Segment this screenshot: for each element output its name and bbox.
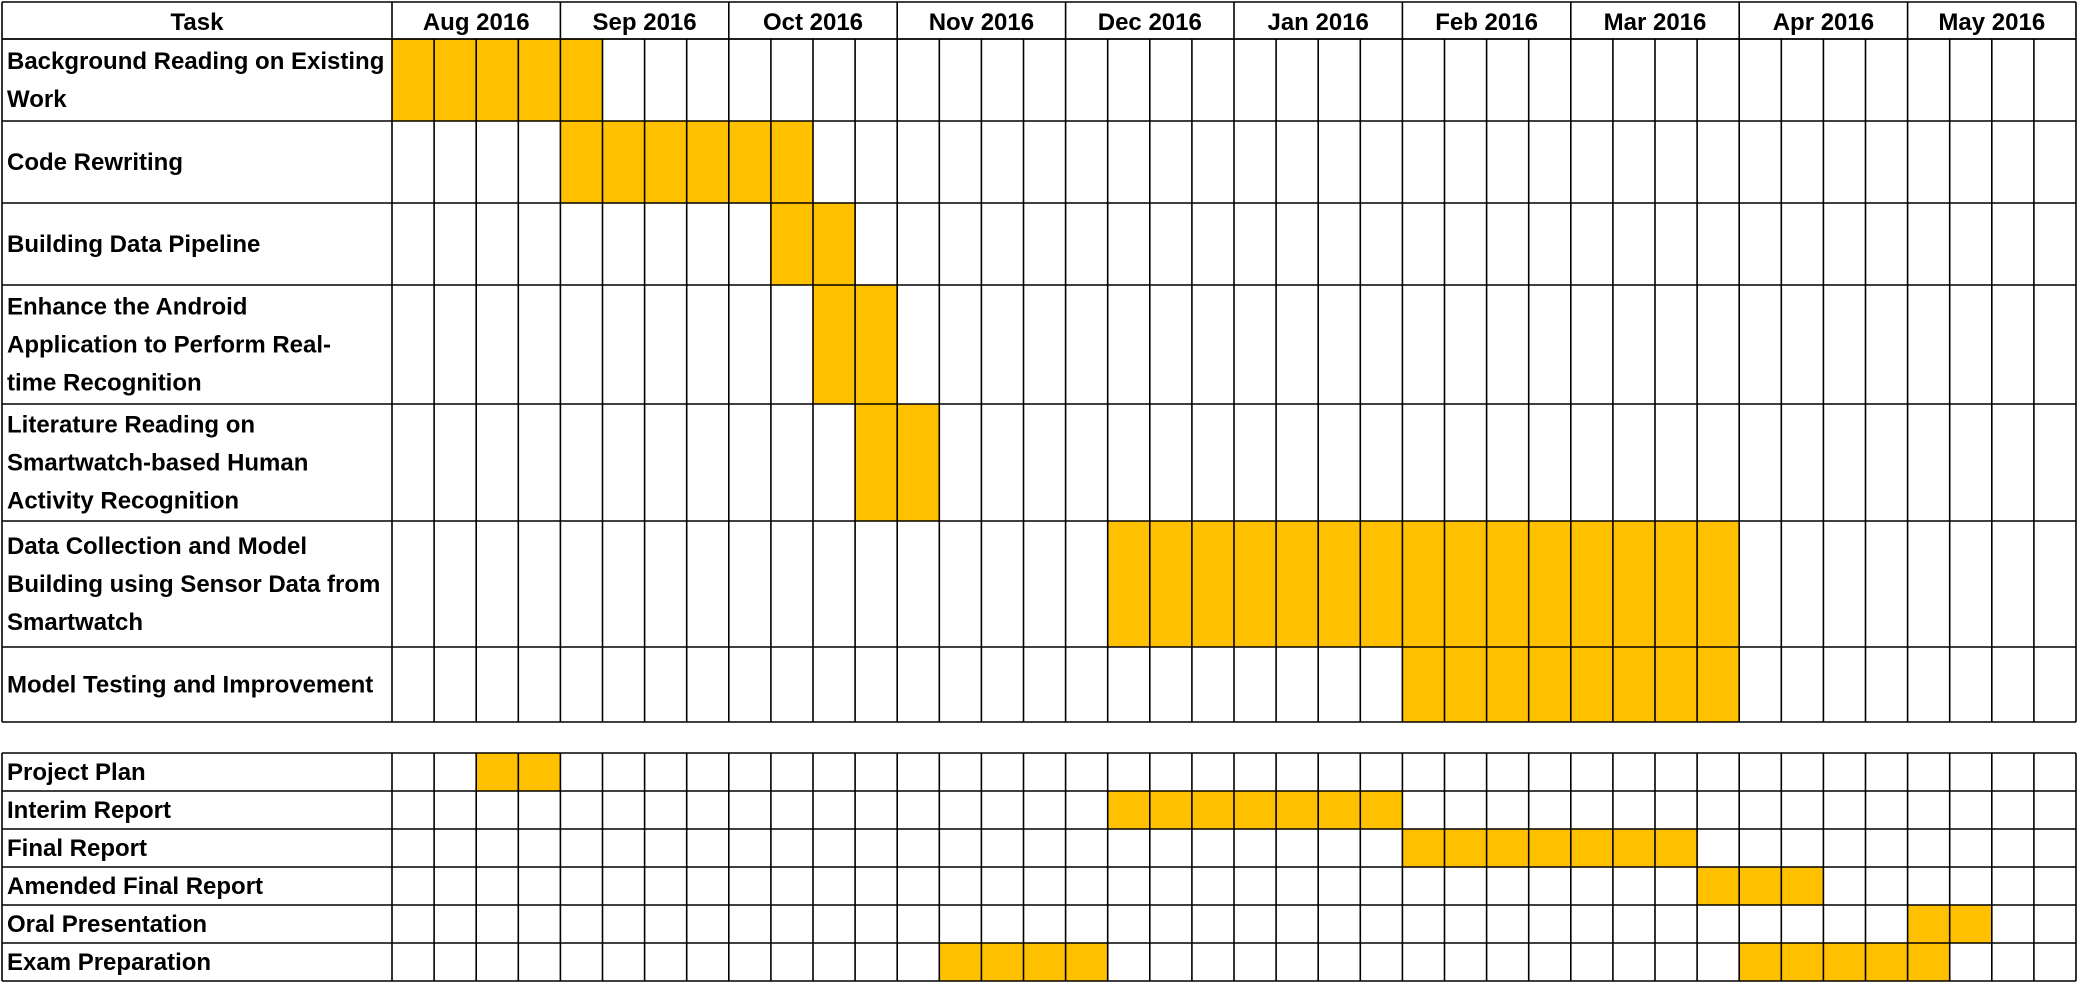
milestone-bar-cell: [981, 943, 1024, 981]
month-label: May 2016: [1938, 9, 2045, 36]
milestone-bar-cell: [1107, 791, 1150, 829]
milestone-bar-cell: [1739, 943, 1782, 981]
task-bar-cell: [855, 404, 898, 521]
month-label: Aug 2016: [423, 9, 530, 36]
milestone-label: Interim Report: [7, 797, 171, 824]
task-bar-cell: [1570, 647, 1613, 722]
milestone-bar-cell: [1149, 791, 1192, 829]
task-bar-cell: [1697, 647, 1740, 722]
task-bar-cell: [1528, 647, 1571, 722]
milestone-label: Project Plan: [7, 759, 146, 786]
task-bar-cell: [1612, 647, 1655, 722]
milestone-label: Amended Final Report: [7, 873, 263, 900]
task-label: Background Reading on Existing Work: [7, 48, 384, 113]
milestone-bar-cell: [1234, 791, 1277, 829]
task-bar-cell: [1360, 521, 1403, 647]
milestone-label: Exam Preparation: [7, 949, 211, 976]
task-bar-cell: [1486, 647, 1529, 722]
milestone-bar-cell: [1065, 943, 1108, 981]
milestone-bar-cell: [1739, 867, 1782, 905]
task-bar-cell: [1655, 521, 1698, 647]
task-bar-cell: [560, 121, 603, 203]
month-label: Oct 2016: [763, 9, 863, 36]
milestone-bar-cell: [1360, 791, 1403, 829]
milestone-bar-cell: [1949, 905, 1992, 943]
task-bar-cell: [560, 39, 603, 121]
milestone-bar-cell: [1697, 867, 1740, 905]
task-bar-cell: [1191, 521, 1234, 647]
task-bar-cell: [1655, 647, 1698, 722]
milestone-bar-cell: [1865, 943, 1908, 981]
task-bar-cell: [855, 285, 898, 404]
milestone-label: Final Report: [7, 835, 147, 862]
task-label: Model Testing and Improvement: [7, 672, 373, 699]
milestone-bar-cell: [1191, 791, 1234, 829]
month-label: Dec 2016: [1098, 9, 1202, 36]
task-label: Data Collection and Model Building using …: [7, 533, 380, 636]
task-bar-cell: [897, 404, 940, 521]
task-label: Enhance the Android Application to Perfor…: [7, 294, 331, 397]
milestone-bar-cell: [939, 943, 982, 981]
task-bar-cell: [686, 121, 729, 203]
task-bar-cell: [1570, 521, 1613, 647]
milestone-bar-cell: [1276, 791, 1319, 829]
month-label: Apr 2016: [1773, 9, 1874, 36]
milestone-bar-cell: [1570, 829, 1613, 867]
task-column-header: Task: [171, 9, 225, 36]
milestone-bar-cell: [1318, 791, 1361, 829]
month-label: Mar 2016: [1604, 9, 1707, 36]
milestone-bar-cell: [1612, 829, 1655, 867]
task-label: Literature Reading on Smartwatch-based Hu…: [7, 412, 308, 515]
month-label: Feb 2016: [1435, 9, 1538, 36]
task-bar-cell: [770, 121, 813, 203]
task-bar-cell: [392, 39, 435, 121]
month-label: Sep 2016: [593, 9, 697, 36]
task-bar-cell: [1402, 647, 1445, 722]
task-bar-cell: [813, 285, 856, 404]
milestone-bar-cell: [1655, 829, 1698, 867]
task-bar-cell: [770, 203, 813, 285]
task-bar-cell: [1444, 647, 1487, 722]
milestone-bar-cell: [1023, 943, 1066, 981]
milestone-bar-cell: [1781, 943, 1824, 981]
task-bar-cell: [1107, 521, 1150, 647]
month-label: Nov 2016: [929, 9, 1034, 36]
task-bar-cell: [476, 39, 519, 121]
milestone-bar-cell: [1907, 943, 1950, 981]
task-bar-cell: [1486, 521, 1529, 647]
task-bar-cell: [644, 121, 687, 203]
milestone-bar-cell: [476, 753, 519, 791]
task-bar-cell: [1697, 521, 1740, 647]
task-bar-cell: [728, 121, 771, 203]
task-label: Code Rewriting: [7, 149, 183, 176]
task-bar-cell: [1149, 521, 1192, 647]
task-bar-cell: [1612, 521, 1655, 647]
task-bar-cell: [1234, 521, 1277, 647]
task-bar-cell: [813, 203, 856, 285]
milestone-bar-cell: [1781, 867, 1824, 905]
month-label: Jan 2016: [1267, 9, 1368, 36]
milestone-bar-cell: [1907, 905, 1950, 943]
task-bar-cell: [1528, 521, 1571, 647]
task-bar-cell: [434, 39, 477, 121]
task-bar-cell: [1444, 521, 1487, 647]
task-bar-cell: [1276, 521, 1319, 647]
milestone-bar-cell: [1402, 829, 1445, 867]
task-label: Building Data Pipeline: [7, 231, 260, 258]
task-bar-cell: [518, 39, 561, 121]
milestone-bar-cell: [1444, 829, 1487, 867]
milestone-label: Oral Presentation: [7, 911, 207, 938]
task-bar-cell: [1402, 521, 1445, 647]
milestone-bar-cell: [1528, 829, 1571, 867]
task-bar-cell: [1318, 521, 1361, 647]
task-bar-cell: [602, 121, 645, 203]
milestone-bar-cell: [1823, 943, 1866, 981]
milestone-bar-cell: [518, 753, 561, 791]
milestone-bar-cell: [1486, 829, 1529, 867]
